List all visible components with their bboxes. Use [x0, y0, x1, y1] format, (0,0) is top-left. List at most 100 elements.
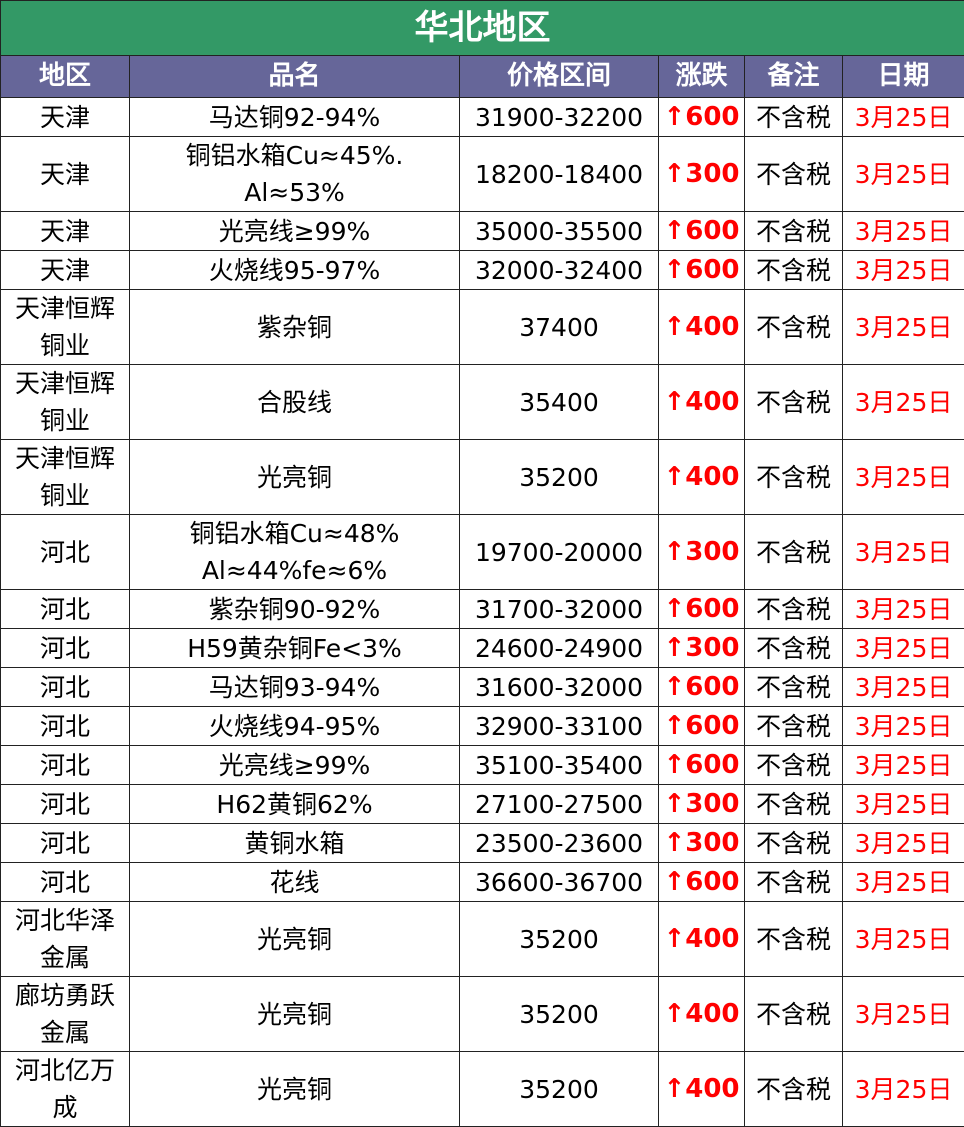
cell-change: ↑300	[659, 137, 745, 212]
cell-date: 3月25日	[843, 251, 964, 290]
cell-change: ↑400	[659, 365, 745, 440]
cell-change: ↑600	[659, 746, 745, 785]
cell-note: 不含税	[745, 863, 843, 902]
col-header-change: 涨跌	[659, 56, 745, 98]
cell-change: ↑400	[659, 1052, 745, 1127]
cell-note: 不含税	[745, 785, 843, 824]
cell-price: 37400	[460, 290, 659, 365]
cell-region: 天津恒辉 铜业	[1, 365, 130, 440]
cell-date: 3月25日	[843, 212, 964, 251]
cell-change: ↑600	[659, 863, 745, 902]
cell-date: 3月25日	[843, 515, 964, 590]
cell-product: 黄铜水箱	[130, 824, 460, 863]
cell-price: 19700-20000	[460, 515, 659, 590]
cell-price: 31900-32200	[460, 98, 659, 137]
cell-date: 3月25日	[843, 365, 964, 440]
cell-product: 光亮铜	[130, 1052, 460, 1127]
cell-region: 河北	[1, 629, 130, 668]
cell-date: 3月25日	[843, 746, 964, 785]
col-header-date: 日期	[843, 56, 964, 98]
cell-note: 不含税	[745, 212, 843, 251]
cell-product: 铜铝水箱Cu≈45%. Al≈53%	[130, 137, 460, 212]
cell-price: 31700-32000	[460, 590, 659, 629]
header-row: 地区 品名 价格区间 涨跌 备注 日期	[1, 56, 964, 98]
cell-region: 河北	[1, 863, 130, 902]
cell-price: 24600-24900	[460, 629, 659, 668]
cell-product: 光亮铜	[130, 902, 460, 977]
cell-price: 35200	[460, 977, 659, 1052]
cell-region: 河北华泽 金属	[1, 902, 130, 977]
cell-note: 不含税	[745, 824, 843, 863]
cell-note: 不含税	[745, 251, 843, 290]
cell-price: 31600-32000	[460, 668, 659, 707]
cell-region: 天津恒辉 铜业	[1, 440, 130, 515]
cell-region: 河北	[1, 785, 130, 824]
cell-product: 光亮线≥99%	[130, 212, 460, 251]
cell-date: 3月25日	[843, 137, 964, 212]
col-header-region: 地区	[1, 56, 130, 98]
cell-region: 河北	[1, 590, 130, 629]
cell-note: 不含税	[745, 365, 843, 440]
cell-region: 河北	[1, 746, 130, 785]
cell-note: 不含税	[745, 98, 843, 137]
col-header-price: 价格区间	[460, 56, 659, 98]
cell-region: 河北亿万 成	[1, 1052, 130, 1127]
cell-price: 35200	[460, 902, 659, 977]
cell-price: 18200-18400	[460, 137, 659, 212]
cell-product: 火烧线94-95%	[130, 707, 460, 746]
cell-region: 天津	[1, 98, 130, 137]
cell-product: 火烧线95-97%	[130, 251, 460, 290]
cell-change: ↑300	[659, 824, 745, 863]
cell-change: ↑600	[659, 212, 745, 251]
cell-note: 不含税	[745, 590, 843, 629]
cell-date: 3月25日	[843, 1052, 964, 1127]
cell-region: 河北	[1, 824, 130, 863]
cell-date: 3月25日	[843, 977, 964, 1052]
cell-note: 不含税	[745, 977, 843, 1052]
cell-region: 天津	[1, 251, 130, 290]
cell-change: ↑400	[659, 902, 745, 977]
cell-price: 23500-23600	[460, 824, 659, 863]
cell-change: ↑300	[659, 785, 745, 824]
cell-change: ↑400	[659, 977, 745, 1052]
cell-change: ↑300	[659, 515, 745, 590]
cell-region: 河北	[1, 707, 130, 746]
cell-product: 铜铝水箱Cu≈48% Al≈44%fe≈6%	[130, 515, 460, 590]
cell-price: 36600-36700	[460, 863, 659, 902]
cell-note: 不含税	[745, 290, 843, 365]
cell-price: 35000-35500	[460, 212, 659, 251]
cell-region: 天津	[1, 212, 130, 251]
cell-product: 光亮铜	[130, 440, 460, 515]
cell-product: 合股线	[130, 365, 460, 440]
cell-price: 35200	[460, 1052, 659, 1127]
cell-product: 光亮线≥99%	[130, 746, 460, 785]
cell-date: 3月25日	[843, 590, 964, 629]
cell-date: 3月25日	[843, 707, 964, 746]
cell-note: 不含税	[745, 668, 843, 707]
cell-product: 马达铜92-94%	[130, 98, 460, 137]
cell-region: 廊坊勇跃 金属	[1, 977, 130, 1052]
cell-region: 河北	[1, 668, 130, 707]
cell-change: ↑600	[659, 707, 745, 746]
cell-note: 不含税	[745, 1052, 843, 1127]
cell-note: 不含税	[745, 746, 843, 785]
cell-product: 紫杂铜	[130, 290, 460, 365]
cell-change: ↑600	[659, 251, 745, 290]
cell-region: 河北	[1, 515, 130, 590]
cell-product: 紫杂铜90-92%	[130, 590, 460, 629]
cell-product: 马达铜93-94%	[130, 668, 460, 707]
col-header-note: 备注	[745, 56, 843, 98]
cell-date: 3月25日	[843, 902, 964, 977]
